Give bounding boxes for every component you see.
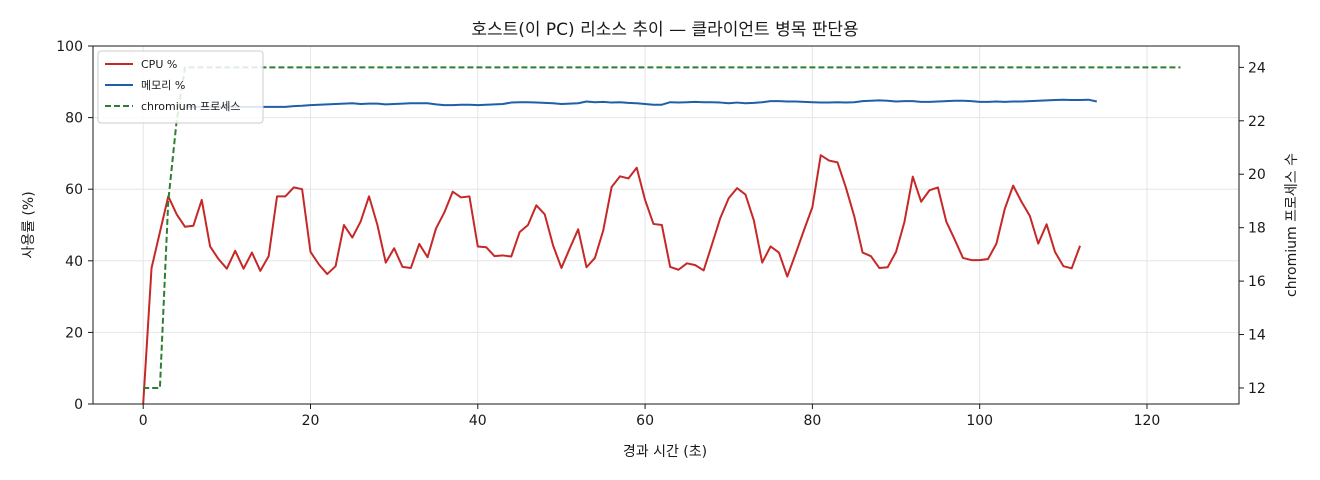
y-axis-label: 사용률 (%): [21, 191, 37, 258]
x-tick-label: 80: [803, 413, 821, 429]
y2-tick-label: 16: [1248, 274, 1266, 290]
y-tick-label: 60: [65, 182, 83, 198]
y2-tick-label: 22: [1248, 114, 1266, 130]
y-tick-label: 40: [65, 254, 83, 270]
x-axis: 0 20 40 60 80 100 120: [139, 404, 1161, 429]
y-tick-label: 0: [74, 397, 83, 413]
x-tick-label: 60: [636, 413, 654, 429]
y2-axis-label: chromium 프로세스 수: [1284, 153, 1300, 297]
x-tick-label: 0: [139, 413, 148, 429]
y-tick-label: 80: [65, 111, 83, 127]
legend-label: CPU %: [141, 58, 177, 71]
legend-label: chromium 프로세스: [141, 100, 240, 113]
legend-label: 메모리 %: [141, 79, 185, 92]
x-tick-label: 40: [469, 413, 487, 429]
series-layer: [142, 66, 1181, 405]
x-tick-label: 120: [1134, 413, 1161, 429]
series-line-3: [143, 66, 1181, 389]
y-axis-right: 12 14 16 18 20 22 24: [1239, 60, 1266, 397]
y-tick-label: 20: [65, 325, 83, 341]
y2-tick-label: 20: [1248, 167, 1266, 183]
y-axis-left: 0 20 40 60 80 100: [56, 39, 93, 413]
x-tick-label: 20: [302, 413, 320, 429]
y2-tick-label: 14: [1248, 328, 1266, 344]
x-tick-label: 100: [966, 413, 993, 429]
plot-frame: [92, 45, 1240, 405]
legend-box: [97, 50, 264, 124]
series-line-2: [185, 98, 1098, 108]
y-tick-label: 100: [56, 39, 83, 55]
x-axis-label: 경과 시간 (초): [623, 444, 707, 460]
y2-tick-label: 18: [1248, 221, 1266, 237]
y2-tick-label: 12: [1248, 381, 1266, 397]
legend: CPU % 메모리 % chromium 프로세스: [97, 50, 264, 124]
y2-tick-label: 24: [1248, 60, 1266, 76]
series-line-1: [142, 154, 1082, 405]
chart-title: 호스트(이 PC) 리소스 추이 — 클라이언트 병목 판단용: [471, 20, 858, 40]
